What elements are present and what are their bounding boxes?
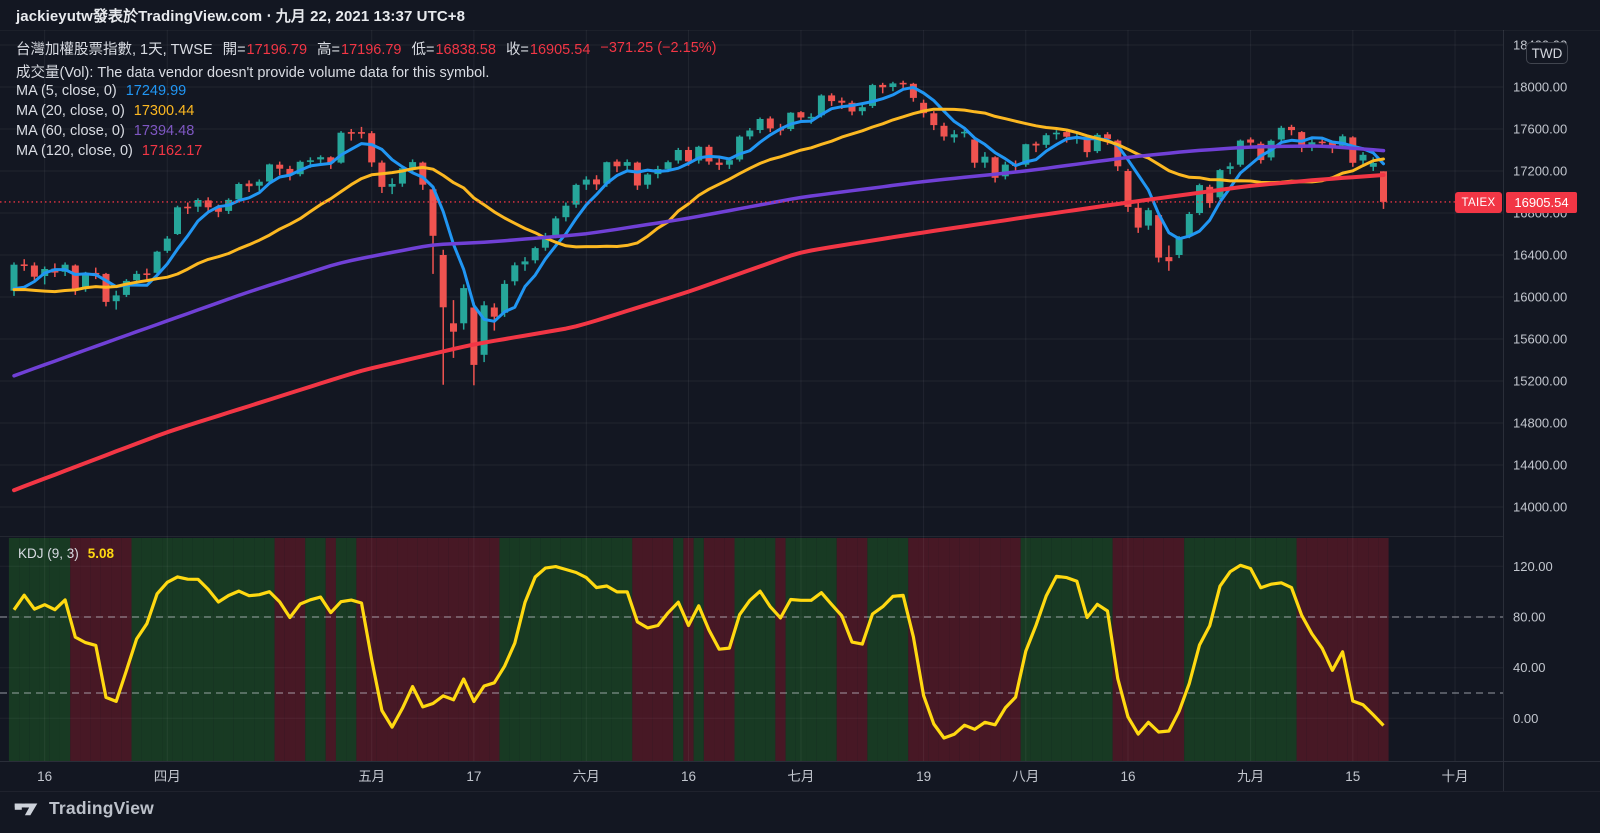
svg-text:14400.00: 14400.00 bbox=[1513, 458, 1567, 473]
legend-ma120-row[interactable]: MA (120, close, 0) 17162.17 bbox=[16, 143, 203, 159]
last-price-badge: 16905.54 bbox=[1506, 192, 1577, 213]
symbol-title: 台灣加權股票指數, 1天, TWSE bbox=[16, 41, 213, 58]
kdj-j-line bbox=[12, 563, 1385, 740]
ma5-value: 17249.99 bbox=[125, 83, 187, 99]
kdj-trend-stripes bbox=[8, 538, 1389, 761]
legend-ma5-row[interactable]: MA (5, close, 0) 17249.99 bbox=[16, 83, 187, 99]
svg-text:40.00: 40.00 bbox=[1513, 660, 1546, 675]
svg-text:四月: 四月 bbox=[154, 769, 181, 784]
tradingview-logo-icon bbox=[14, 803, 38, 815]
svg-text:19: 19 bbox=[916, 769, 931, 784]
kdj-j-value: 5.08 bbox=[87, 546, 115, 561]
svg-text:120.00: 120.00 bbox=[1513, 559, 1553, 574]
ohlc-open: 開=17196.79 bbox=[222, 41, 308, 58]
svg-text:14000.00: 14000.00 bbox=[1513, 500, 1567, 515]
tradingview-logo[interactable]: TradingView bbox=[14, 798, 154, 819]
svg-text:九月: 九月 bbox=[1237, 769, 1264, 784]
ma20-value: 17300.44 bbox=[133, 103, 195, 119]
ma120-value: 17162.17 bbox=[141, 143, 203, 159]
svg-text:80.00: 80.00 bbox=[1513, 610, 1546, 625]
svg-text:16: 16 bbox=[37, 769, 52, 784]
kdj-legend[interactable]: KDJ (9, 3) 5.08 bbox=[18, 546, 114, 561]
ma60-value: 17394.48 bbox=[133, 123, 195, 139]
kdj-axis[interactable]: 120.00 80.00 40.00 0.00 bbox=[1513, 559, 1553, 726]
svg-text:0.00: 0.00 bbox=[1513, 711, 1538, 726]
ma-overlays bbox=[12, 85, 1386, 493]
legend-ma60-row[interactable]: MA (60, close, 0) 17394.48 bbox=[16, 123, 195, 139]
kdj-params: KDJ (9, 3) bbox=[18, 546, 79, 561]
svg-text:六月: 六月 bbox=[573, 769, 600, 784]
ma60-line bbox=[12, 144, 1386, 378]
attribution-bar: jackieyutw發表於TradingView.com ‧ 九月 22, 20… bbox=[0, 0, 1600, 30]
time-axis[interactable]: 16 四月 五月 17 六月 16 七月 19 八月 16 九月 15 十月 bbox=[37, 769, 1468, 784]
change-value: −371.25 (−2.15%) bbox=[600, 40, 717, 56]
price-axis[interactable]: 18400.0018000.0017600.0017200.0016800.00… bbox=[1513, 38, 1567, 515]
svg-text:16000.00: 16000.00 bbox=[1513, 290, 1567, 305]
ohlc-high: 高=17196.79 bbox=[317, 41, 402, 58]
ohlc-low: 低=16838.58 bbox=[411, 41, 496, 58]
currency-toggle-badge[interactable]: TWD bbox=[1526, 42, 1568, 64]
svg-text:15600.00: 15600.00 bbox=[1513, 332, 1567, 347]
svg-text:17: 17 bbox=[466, 769, 481, 784]
svg-text:15200.00: 15200.00 bbox=[1513, 374, 1567, 389]
svg-text:14800.00: 14800.00 bbox=[1513, 416, 1567, 431]
volume-note: 成交量(Vol): The data vendor doesn't provid… bbox=[16, 64, 490, 81]
svg-text:五月: 五月 bbox=[358, 769, 385, 784]
chart-legend: 台灣加權股票指數, 1天, TWSE 開=17196.79 高=17196.79… bbox=[16, 38, 716, 161]
svg-text:17600.00: 17600.00 bbox=[1513, 122, 1567, 137]
legend-symbol-row[interactable]: 台灣加權股票指數, 1天, TWSE 開=17196.79 高=17196.79… bbox=[16, 38, 716, 58]
tradingview-brand-text: TradingView bbox=[49, 798, 154, 818]
ohlc-close: 收=16905.54 bbox=[505, 41, 591, 58]
svg-text:15: 15 bbox=[1345, 769, 1360, 784]
legend-ma20-row[interactable]: MA (20, close, 0) 17300.44 bbox=[16, 103, 195, 119]
symbol-tag-badge: TAIEX bbox=[1455, 192, 1502, 213]
svg-text:七月: 七月 bbox=[787, 769, 814, 784]
svg-text:16: 16 bbox=[681, 769, 696, 784]
ma20-line bbox=[12, 107, 1385, 294]
svg-text:十月: 十月 bbox=[1442, 769, 1469, 784]
attribution-link[interactable]: jackieyutw發表於TradingView.com ‧ 九月 22, 20… bbox=[16, 7, 466, 25]
ma5-line bbox=[12, 85, 1385, 323]
svg-text:16400.00: 16400.00 bbox=[1513, 248, 1567, 263]
svg-text:18000.00: 18000.00 bbox=[1513, 80, 1567, 95]
pane-borders bbox=[0, 30, 1600, 792]
svg-text:八月: 八月 bbox=[1012, 769, 1039, 784]
legend-volume-row[interactable]: 成交量(Vol): The data vendor doesn't provid… bbox=[16, 61, 716, 81]
grid-lines bbox=[0, 30, 1503, 761]
svg-text:17200.00: 17200.00 bbox=[1513, 164, 1567, 179]
svg-text:16: 16 bbox=[1120, 769, 1135, 784]
ma120-line bbox=[12, 173, 1386, 493]
